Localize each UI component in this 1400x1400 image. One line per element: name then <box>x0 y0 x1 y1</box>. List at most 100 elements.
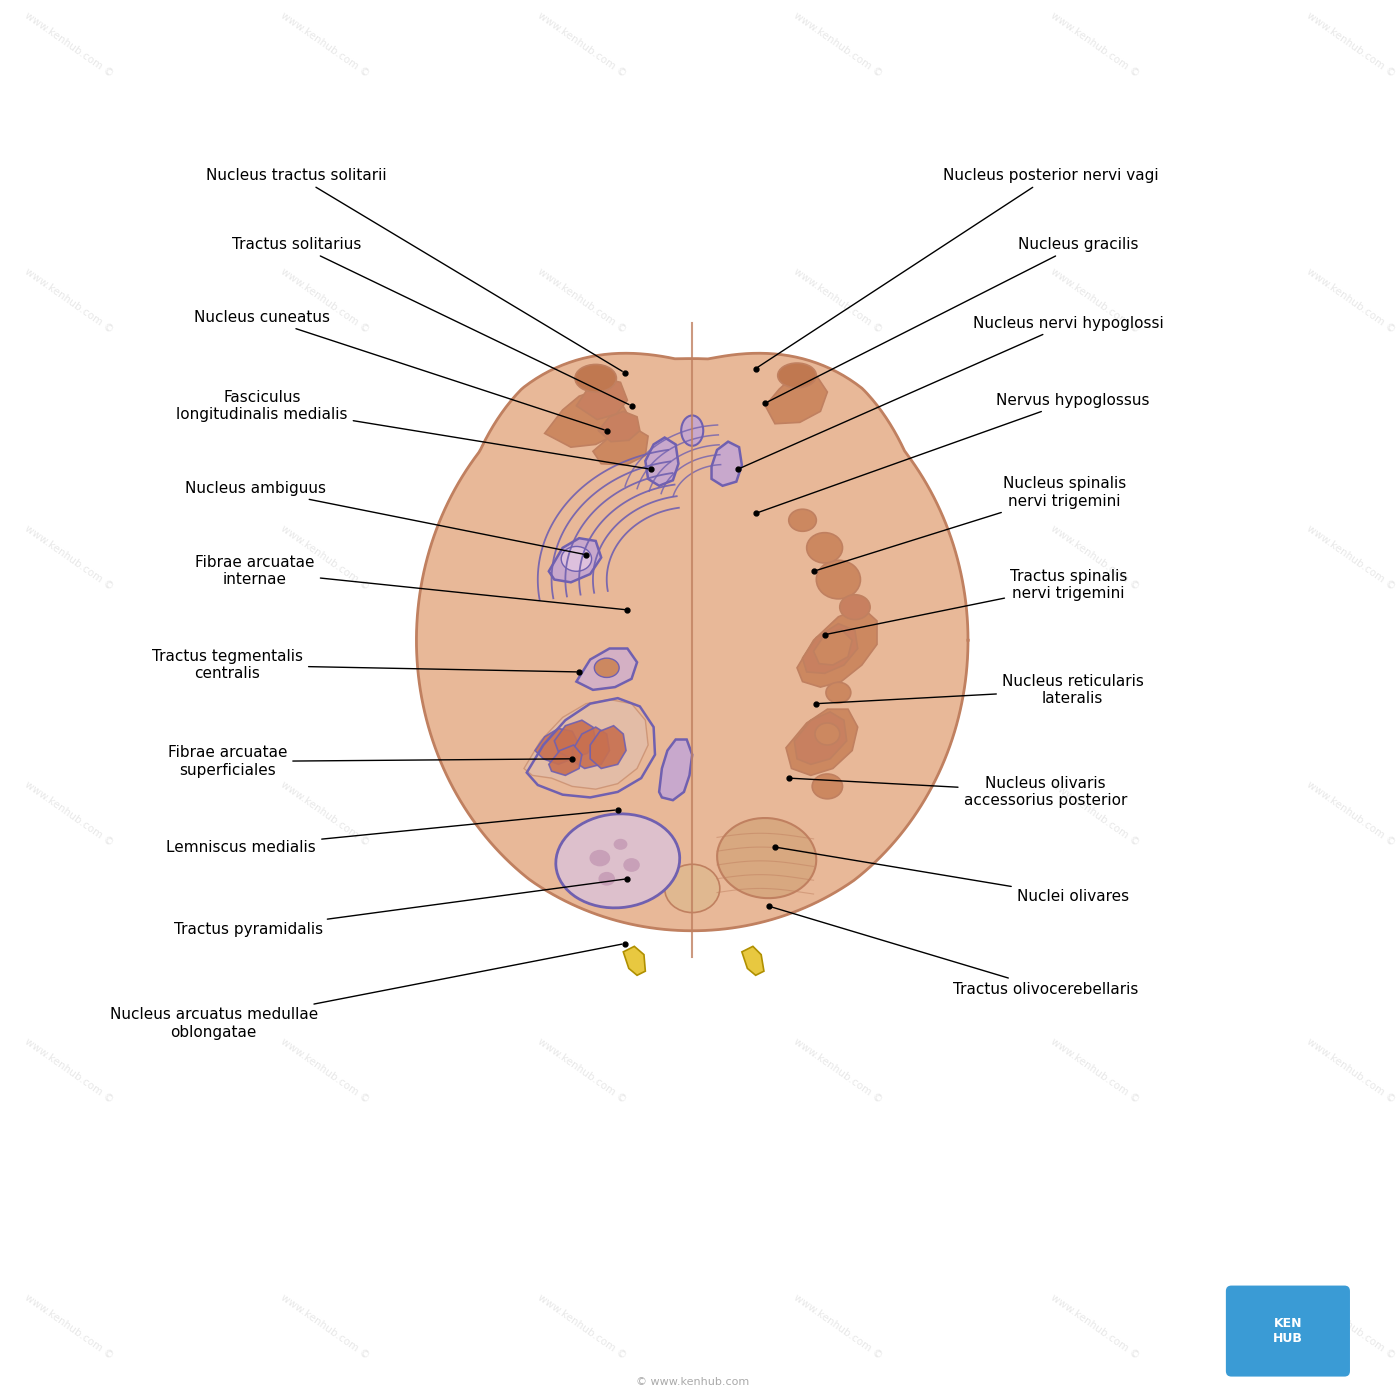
Ellipse shape <box>595 658 619 678</box>
Polygon shape <box>802 623 858 673</box>
Text: www.kenhub.com ©: www.kenhub.com © <box>1049 1292 1141 1361</box>
Text: www.kenhub.com ©: www.kenhub.com © <box>536 1292 629 1361</box>
Text: Nucleus olivaris
accessorius posterior: Nucleus olivaris accessorius posterior <box>791 776 1127 808</box>
Text: Tractus pyramidalis: Tractus pyramidalis <box>174 879 624 938</box>
Text: www.kenhub.com ©: www.kenhub.com © <box>1049 524 1141 592</box>
Ellipse shape <box>815 722 840 745</box>
Polygon shape <box>535 728 580 764</box>
Text: KEN
HUB: KEN HUB <box>1273 1317 1303 1345</box>
Polygon shape <box>797 608 876 687</box>
Ellipse shape <box>717 818 816 899</box>
Polygon shape <box>598 412 640 441</box>
Text: www.kenhub.com ©: www.kenhub.com © <box>792 1292 885 1361</box>
Text: www.kenhub.com ©: www.kenhub.com © <box>792 10 885 78</box>
Ellipse shape <box>840 595 871 620</box>
Ellipse shape <box>682 416 703 445</box>
Ellipse shape <box>816 560 861 599</box>
Text: Nucleus reticularis
lateralis: Nucleus reticularis lateralis <box>819 673 1144 706</box>
Text: Nuclei olivares: Nuclei olivares <box>778 847 1128 904</box>
Polygon shape <box>545 389 627 447</box>
Polygon shape <box>742 946 764 976</box>
Text: Fibrae arcuatae
superficiales: Fibrae arcuatae superficiales <box>168 745 570 778</box>
Ellipse shape <box>778 363 816 388</box>
Ellipse shape <box>788 510 816 531</box>
Polygon shape <box>766 372 827 424</box>
Polygon shape <box>813 629 853 665</box>
Text: www.kenhub.com ©: www.kenhub.com © <box>792 524 885 592</box>
Text: Nucleus nervi hypoglossi: Nucleus nervi hypoglossi <box>741 315 1163 468</box>
Text: www.kenhub.com ©: www.kenhub.com © <box>1305 1292 1397 1361</box>
Text: www.kenhub.com ©: www.kenhub.com © <box>1049 780 1141 848</box>
Polygon shape <box>591 725 626 769</box>
Text: www.kenhub.com ©: www.kenhub.com © <box>792 1036 885 1105</box>
Polygon shape <box>577 648 637 690</box>
Ellipse shape <box>812 774 843 799</box>
Ellipse shape <box>826 682 851 703</box>
Text: www.kenhub.com ©: www.kenhub.com © <box>279 1036 371 1105</box>
Text: www.kenhub.com ©: www.kenhub.com © <box>1305 524 1397 592</box>
Text: Tractus tegmentalis
centralis: Tractus tegmentalis centralis <box>153 648 577 682</box>
Text: Nucleus spinalis
nervi trigemini: Nucleus spinalis nervi trigemini <box>816 476 1126 570</box>
Text: © www.kenhub.com: © www.kenhub.com <box>636 1378 749 1387</box>
Polygon shape <box>549 745 582 776</box>
Text: www.kenhub.com ©: www.kenhub.com © <box>536 524 629 592</box>
Text: www.kenhub.com ©: www.kenhub.com © <box>1049 10 1141 78</box>
Text: Lemniscus medialis: Lemniscus medialis <box>167 811 615 854</box>
Text: Nucleus arcuatus medullae
oblongatae: Nucleus arcuatus medullae oblongatae <box>109 944 622 1040</box>
Ellipse shape <box>556 813 680 907</box>
Ellipse shape <box>623 858 640 872</box>
Text: Nervus hypoglossus: Nervus hypoglossus <box>759 393 1149 512</box>
Polygon shape <box>416 353 967 931</box>
FancyBboxPatch shape <box>1226 1285 1350 1376</box>
Polygon shape <box>577 378 627 420</box>
Text: www.kenhub.com ©: www.kenhub.com © <box>1305 266 1397 336</box>
Text: www.kenhub.com ©: www.kenhub.com © <box>279 10 371 78</box>
Text: www.kenhub.com ©: www.kenhub.com © <box>22 1292 115 1361</box>
Polygon shape <box>794 713 847 764</box>
Text: www.kenhub.com ©: www.kenhub.com © <box>279 1292 371 1361</box>
Ellipse shape <box>598 872 615 886</box>
Text: www.kenhub.com ©: www.kenhub.com © <box>22 524 115 592</box>
Text: Fasciculus
longitudinalis medialis: Fasciculus longitudinalis medialis <box>176 389 648 469</box>
Text: Nucleus gracilis: Nucleus gracilis <box>767 237 1138 402</box>
Text: Nucleus ambiguus: Nucleus ambiguus <box>185 482 584 554</box>
Ellipse shape <box>613 839 627 850</box>
Polygon shape <box>524 700 648 790</box>
Text: www.kenhub.com ©: www.kenhub.com © <box>1049 266 1141 336</box>
Ellipse shape <box>806 532 843 563</box>
Text: www.kenhub.com ©: www.kenhub.com © <box>1305 780 1397 848</box>
Text: www.kenhub.com ©: www.kenhub.com © <box>22 10 115 78</box>
Polygon shape <box>573 727 609 769</box>
Text: www.kenhub.com ©: www.kenhub.com © <box>279 266 371 336</box>
Polygon shape <box>594 428 648 465</box>
Text: www.kenhub.com ©: www.kenhub.com © <box>22 780 115 848</box>
Ellipse shape <box>561 546 592 571</box>
Text: Nucleus cuneatus: Nucleus cuneatus <box>195 309 603 430</box>
Text: Nucleus posterior nervi vagi: Nucleus posterior nervi vagi <box>757 168 1159 367</box>
Text: www.kenhub.com ©: www.kenhub.com © <box>22 1036 115 1105</box>
Text: Fibrae arcuatae
internae: Fibrae arcuatae internae <box>196 554 624 609</box>
Polygon shape <box>554 720 595 759</box>
Text: www.kenhub.com ©: www.kenhub.com © <box>22 266 115 336</box>
Text: www.kenhub.com ©: www.kenhub.com © <box>279 524 371 592</box>
Text: Nucleus tractus solitarii: Nucleus tractus solitarii <box>206 168 622 371</box>
Ellipse shape <box>589 850 610 867</box>
Ellipse shape <box>665 864 720 913</box>
Text: www.kenhub.com ©: www.kenhub.com © <box>1049 1036 1141 1105</box>
Text: Tractus olivocerebellaris: Tractus olivocerebellaris <box>773 907 1138 997</box>
Polygon shape <box>711 441 742 486</box>
Polygon shape <box>549 538 601 582</box>
Ellipse shape <box>575 364 616 392</box>
Polygon shape <box>645 438 679 486</box>
Text: www.kenhub.com ©: www.kenhub.com © <box>536 1036 629 1105</box>
Polygon shape <box>659 739 692 801</box>
Text: www.kenhub.com ©: www.kenhub.com © <box>792 780 885 848</box>
Text: www.kenhub.com ©: www.kenhub.com © <box>536 780 629 848</box>
Text: Tractus spinalis
nervi trigemini: Tractus spinalis nervi trigemini <box>827 568 1127 634</box>
Text: www.kenhub.com ©: www.kenhub.com © <box>279 780 371 848</box>
Text: www.kenhub.com ©: www.kenhub.com © <box>1305 1036 1397 1105</box>
Text: Tractus solitarius: Tractus solitarius <box>232 237 629 405</box>
Polygon shape <box>785 710 858 776</box>
Text: www.kenhub.com ©: www.kenhub.com © <box>536 10 629 78</box>
Polygon shape <box>623 946 645 976</box>
